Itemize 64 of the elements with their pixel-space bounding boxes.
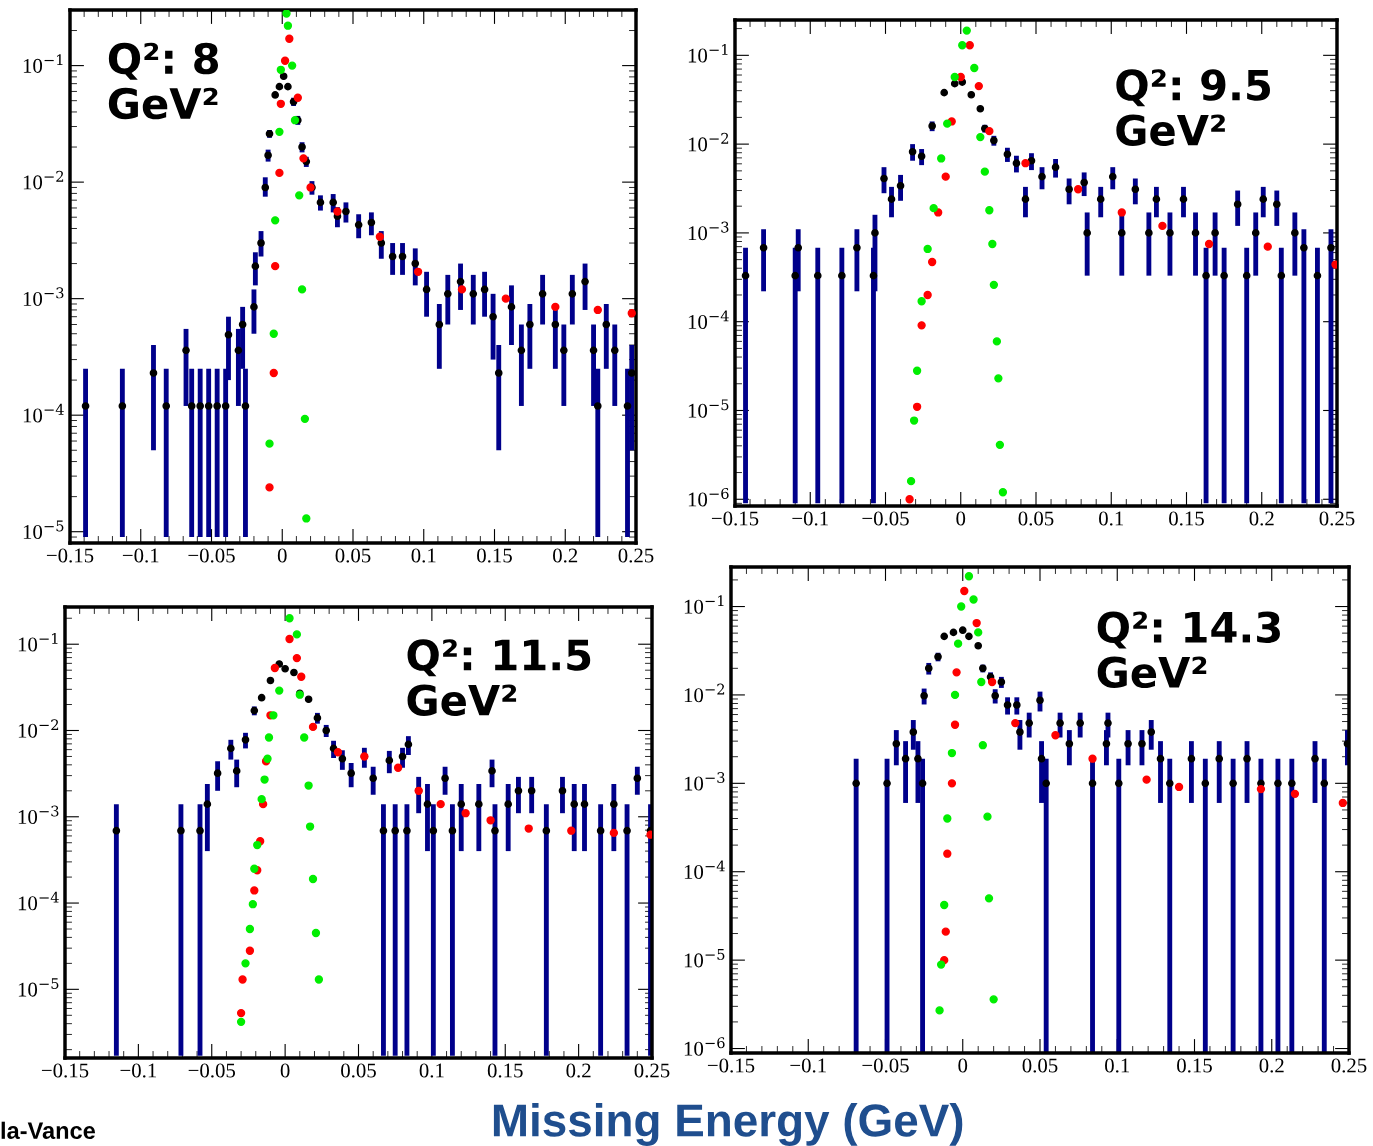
x-tick-label: 0 [280,1063,290,1078]
y-tick-label: 10$^{−1}$ [18,632,58,652]
y-tick-label: 10$^{−2}$ [684,683,725,703]
x-tick-label: 0.05 [341,1063,376,1078]
y-tick-label: 10$^{−5}$ [684,949,725,968]
x-tick-label: 0.15 [487,1063,523,1078]
y-tick-label: 10$^{−2}$ [688,132,729,152]
y-tick-label: 10$^{−5}$ [23,520,64,540]
x-tick-label: 0.05 [1018,511,1054,526]
y-tick-label: 10$^{−3}$ [684,772,725,791]
x-axis-title: Missing Energy (GeV) [493,1103,963,1146]
x-tick-label: 0.1 [1105,1058,1130,1073]
x-tick-label: 0.1 [1099,511,1124,526]
x-tick-label: −0.15 [46,548,94,563]
x-tick-label: 0.05 [1022,1058,1058,1073]
x-tick-label: −0.1 [792,511,828,526]
x-tick-label: 0.25 [634,1063,670,1078]
x-tick-label: −0.1 [122,548,159,563]
x-tick-label: 0.2 [1249,511,1274,526]
y-tick-label: 10$^{−4}$ [23,403,64,423]
x-tick-label: −0.1 [120,1063,157,1078]
y-tick-label: 10$^{−2}$ [18,719,59,738]
x-tick-label: 0.2 [1259,1058,1284,1073]
y-tick-label: 10$^{−1}$ [23,54,63,73]
x-tick-label: −0.05 [862,1058,909,1073]
x-tick-label: 0.05 [335,548,371,563]
y-tick-label: 10$^{−1}$ [688,44,728,63]
x-tick-label: 0.1 [411,548,436,563]
y-tick-label: 10$^{−3}$ [18,805,59,825]
x-tick-label: −0.05 [862,511,909,526]
y-tick-label: 10$^{−5}$ [688,399,729,418]
y-tick-label: 10$^{−5}$ [18,978,59,997]
x-tick-label: 0.15 [477,548,512,563]
x-tick-label: 0.25 [1331,1058,1367,1073]
y-tick-label: 10$^{−4}$ [18,891,59,911]
y-tick-label: 10$^{−6}$ [684,1037,725,1056]
x-tick-label: 0.15 [1169,511,1204,526]
x-tick-label: 0 [958,1058,968,1073]
x-tick-label: −0.05 [188,548,235,563]
y-tick-label: 10$^{−4}$ [688,310,729,329]
y-tick-label: 10$^{−2}$ [23,170,64,190]
y-tick-label: 10$^{−6}$ [688,487,729,507]
y-tick-label: 10$^{−3}$ [688,221,729,241]
annotation: Q²: 14.3 GeV² [1097,611,1280,689]
y-tick-label: 10$^{−4}$ [684,860,725,880]
x-tick-label: −0.15 [41,1063,89,1078]
annotation: Q²: 9.5 GeV² [1116,69,1270,146]
y-tick-label: 10$^{−1}$ [684,595,724,614]
x-tick-label: 0 [277,548,287,563]
x-tick-label: 0.2 [566,1063,591,1078]
x-tick-label: 0.25 [618,548,654,563]
text: la-Vance [1,1121,96,1140]
x-tick-label: −0.05 [188,1063,236,1078]
annotation: Q²: 8 GeV² [108,42,219,120]
x-tick-label: 0.15 [1177,1058,1212,1073]
x-tick-label: 0.2 [553,548,578,563]
x-tick-label: 0 [956,511,966,526]
y-tick-label: 10$^{−3}$ [23,287,64,306]
x-tick-label: −0.15 [711,511,759,526]
annotation: Q²: 11.5 GeV² [407,639,591,716]
x-tick-label: 0.1 [419,1063,444,1078]
x-tick-label: −0.15 [707,1058,755,1073]
x-tick-label: 0.25 [1319,511,1355,526]
x-tick-label: −0.1 [790,1058,826,1073]
